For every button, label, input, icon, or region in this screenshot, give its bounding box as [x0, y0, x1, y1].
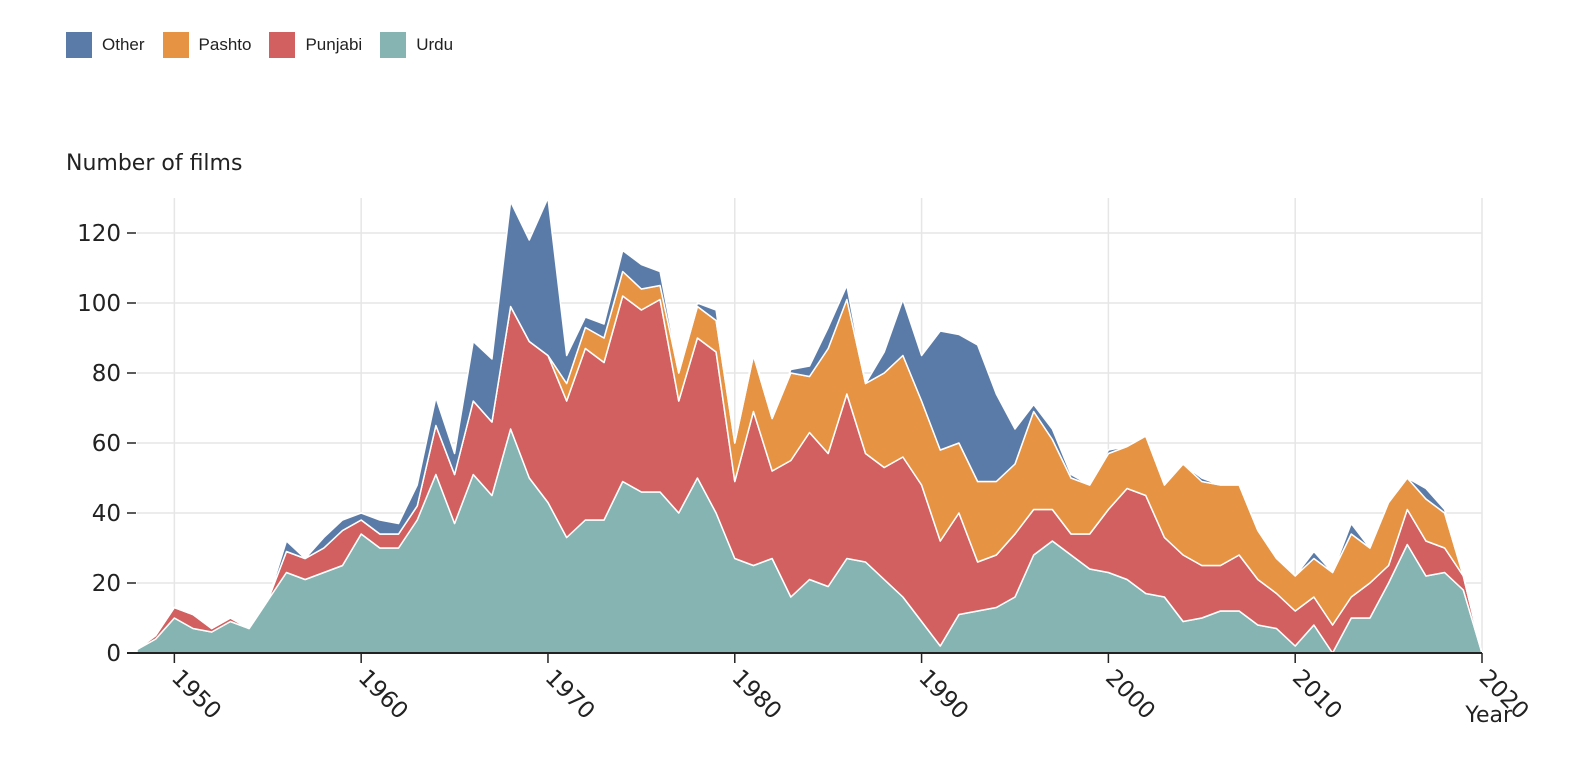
legend-item-other[interactable]: Other [66, 32, 145, 58]
legend-swatch-urdu [380, 32, 407, 58]
x-tick-label-1950: 1950 [166, 665, 226, 725]
x-tick-label-1990: 1990 [913, 665, 973, 725]
y-tick-label-80: 80 [92, 361, 121, 387]
y-tick-label-20: 20 [92, 571, 121, 597]
legend-label-punjabi: Punjabi [305, 35, 363, 54]
y-tick-label-40: 40 [92, 501, 121, 527]
y-axis-title: Number of films [66, 151, 242, 176]
legend-label-other: Other [102, 35, 145, 54]
y-tick-label-120: 120 [77, 221, 121, 247]
x-axis-title: Year [1464, 703, 1513, 728]
legend-swatch-punjabi [269, 32, 296, 58]
y-tick-label-0: 0 [106, 641, 121, 667]
legend: Other Pashto Punjabi Urdu [66, 32, 471, 58]
x-tick-label-2000: 2000 [1100, 665, 1160, 725]
x-tick-label-1960: 1960 [353, 665, 413, 725]
legend-item-punjabi[interactable]: Punjabi [269, 32, 362, 58]
legend-swatch-pashto [162, 32, 189, 58]
x-tick-label-1980: 1980 [727, 665, 787, 725]
x-tick-label-1970: 1970 [540, 665, 600, 725]
legend-item-pashto[interactable]: Pashto [162, 32, 252, 58]
legend-item-urdu[interactable]: Urdu [380, 32, 453, 58]
y-tick-label-100: 100 [77, 291, 121, 317]
y-tick-label-60: 60 [92, 431, 121, 457]
x-tick-label-2010: 2010 [1287, 665, 1347, 725]
areas [136, 197, 1483, 654]
legend-label-pashto: Pashto [198, 35, 252, 54]
legend-swatch-other [66, 32, 92, 58]
legend-label-urdu: Urdu [416, 35, 454, 54]
